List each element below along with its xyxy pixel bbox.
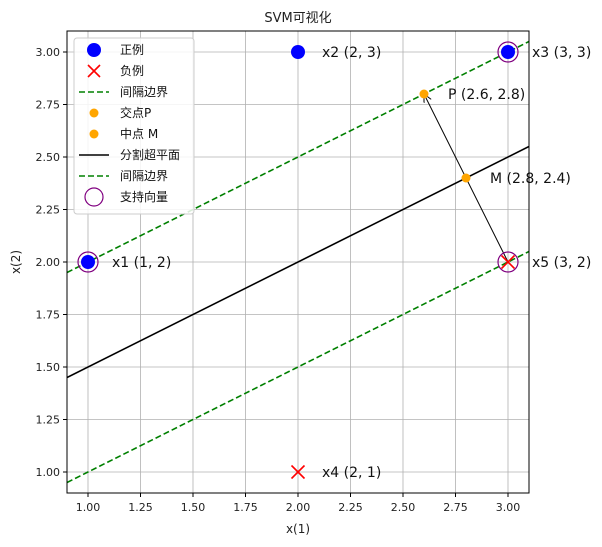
x-tick-label: 1.25 (128, 501, 153, 514)
y-tick-label: 3.00 (36, 46, 61, 59)
point-label: x4 (2, 1) (322, 465, 381, 481)
legend-label: 间隔边界 (120, 169, 168, 183)
y-tick-label: 2.75 (36, 99, 61, 112)
x-tick-label: 2.25 (338, 501, 363, 514)
legend-item: 分割超平面 (79, 147, 180, 162)
x-axis-label: x(1) (286, 522, 310, 536)
positive-point (501, 45, 515, 59)
support-vector-ring (497, 41, 519, 63)
legend-marker-x (87, 64, 101, 78)
legend-item: 正例 (87, 43, 144, 57)
point-label: x5 (3, 2) (532, 255, 591, 271)
x-tick-label: 2.50 (391, 501, 416, 514)
y-tick-label: 2.25 (36, 204, 61, 217)
negative-point (500, 254, 516, 270)
legend-label: 分割超平面 (120, 147, 180, 162)
legend-item: 间隔边界 (79, 169, 168, 183)
legend-item: 交点P (89, 105, 151, 120)
legend-item: 支持向量 (84, 187, 168, 207)
axes: 1.00 1.25 1.50 1.75 2.00 2.25 2.50 2.75 3.00 1.00… (36, 30, 530, 514)
y-tick-label: 1.25 (36, 414, 61, 427)
marks-layer: x1 (1, 2) x2 (2, 3) x3 (3, 3) x4 (2, 1) x5 (… (77, 41, 591, 481)
positive-point (81, 255, 95, 269)
margin-lower-line (67, 250, 529, 484)
y-tick-label: 1.50 (36, 361, 61, 374)
legend-label: 负例 (120, 64, 144, 78)
legend-marker-dot (89, 108, 99, 118)
legend-label: 交点P (120, 105, 151, 120)
legend-item: 间隔边界 (79, 85, 168, 99)
legend-marker-circle (87, 43, 101, 57)
x-tick-label: 3.00 (496, 501, 521, 514)
point-label: x3 (3, 3) (532, 45, 591, 61)
point-label: x2 (2, 3) (322, 45, 381, 61)
intersection-label: P (2.6, 2.8) (448, 87, 525, 103)
negative-point-stroke (290, 464, 306, 480)
legend-label: 间隔边界 (120, 85, 168, 99)
positive-point (291, 45, 305, 59)
y-tick-label: 2.50 (36, 151, 61, 164)
legend-box (73, 37, 195, 215)
lines-layer (67, 40, 529, 484)
x-tick-label: 2.75 (443, 501, 468, 514)
margin-upper-line (67, 40, 529, 274)
legend-label: 中点 M (120, 126, 158, 141)
legend-marker-dot (89, 129, 99, 139)
x-tick-label: 1.75 (233, 501, 258, 514)
midpoint-label: M (2.8, 2.4) (490, 171, 571, 187)
y-tick-label: 1.75 (36, 309, 61, 322)
x-tick-label: 2.00 (286, 501, 311, 514)
legend-item: 中点 M (89, 126, 158, 141)
x-tick-label: 1.50 (181, 501, 206, 514)
midpoint-m (461, 173, 471, 183)
point-label: x1 (1, 2) (112, 255, 171, 271)
legend-label: 正例 (120, 43, 144, 57)
negative-point (290, 464, 306, 480)
support-vector-ring (497, 251, 519, 273)
intersection-point-p (419, 89, 429, 99)
y-tick-label: 2.00 (36, 256, 61, 269)
y-axis-label: x(2) (9, 250, 23, 274)
chart-title: SVM可视化 (264, 11, 331, 26)
legend-label: 支持向量 (120, 189, 168, 204)
legend-marker-ring (84, 187, 104, 207)
negative-point-stroke (500, 254, 516, 270)
hyperplane-line (67, 145, 529, 379)
support-vector-ring (77, 251, 99, 273)
x-tick-label: 1.00 (76, 501, 101, 514)
y-tick-label: 1.00 (36, 466, 61, 479)
legend-item: 负例 (87, 64, 144, 78)
